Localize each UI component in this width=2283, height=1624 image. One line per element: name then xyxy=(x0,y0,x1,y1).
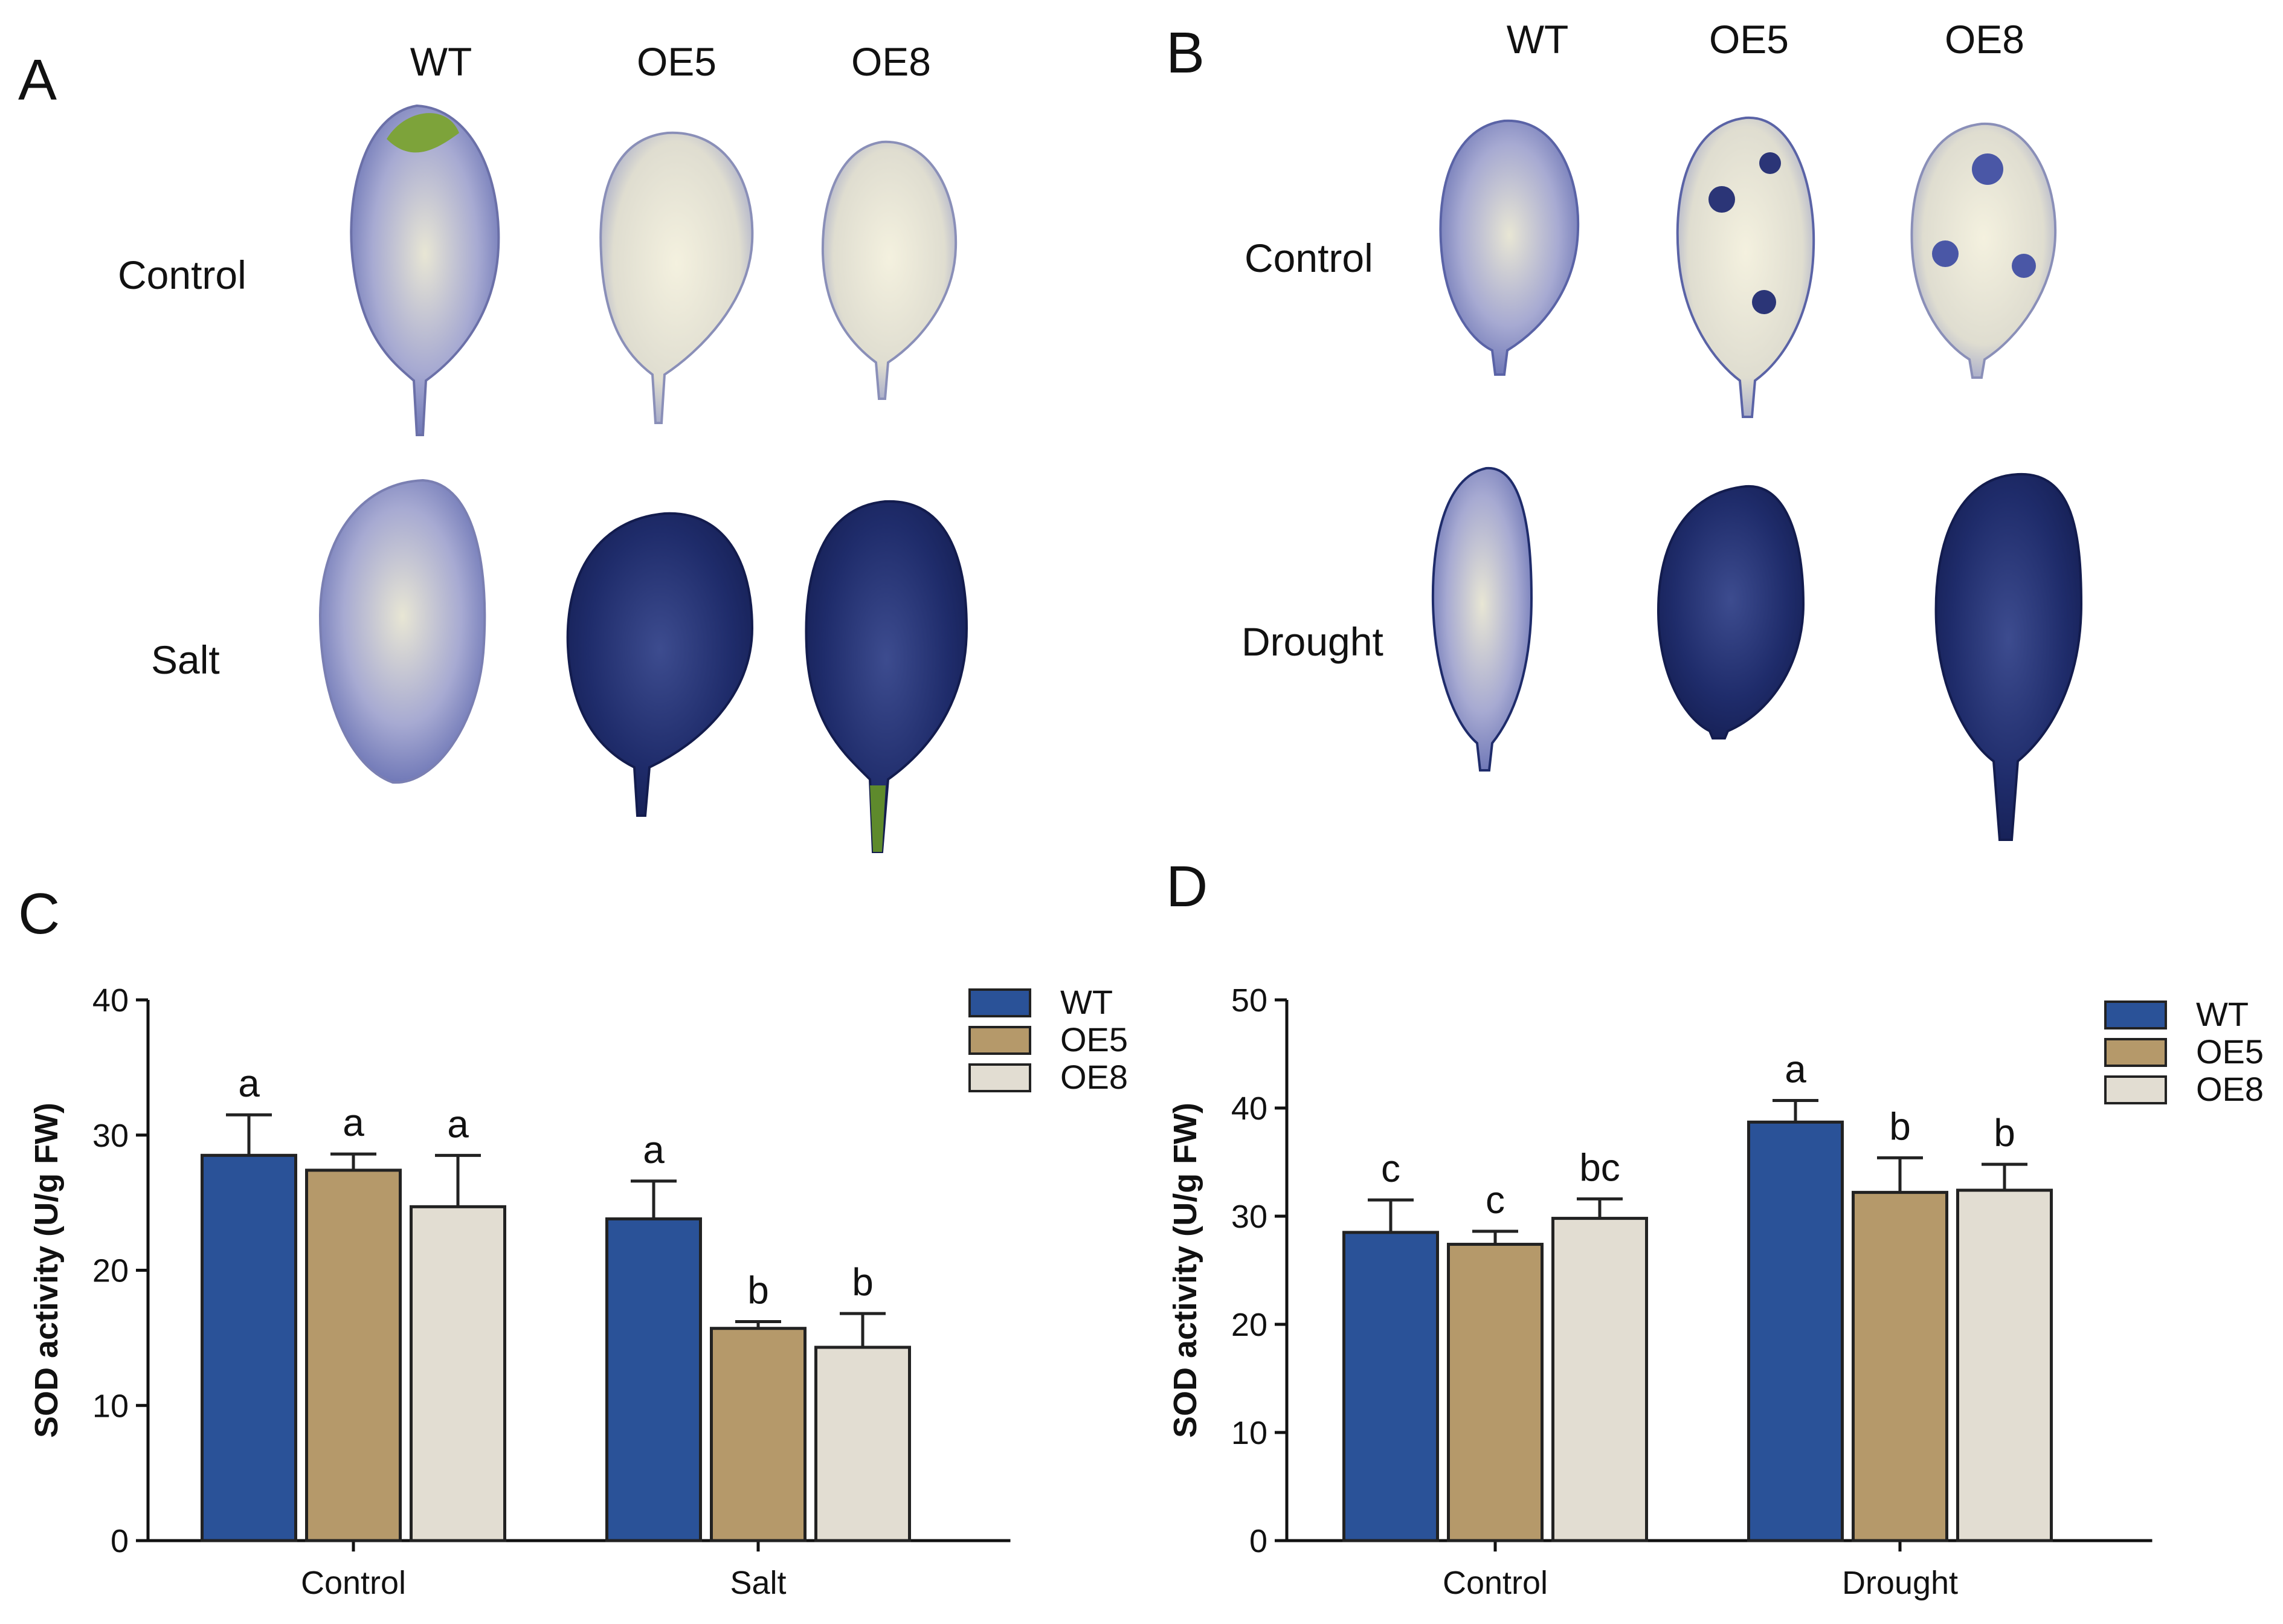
significance-letter: b xyxy=(1994,1111,2015,1155)
y-tick-label: 50 xyxy=(1231,982,1267,1019)
leaf-image xyxy=(1657,485,1805,740)
leaf-image xyxy=(318,478,486,784)
bar xyxy=(305,1168,402,1542)
panel-b-col-oe8: OE8 xyxy=(1945,17,2024,62)
bar xyxy=(1447,1243,1544,1542)
bar xyxy=(201,1153,297,1542)
bar xyxy=(1551,1217,1648,1542)
leaf-image xyxy=(1910,122,2057,379)
legend-label: WT xyxy=(1060,983,1113,1021)
panel-b-row-drought: Drought xyxy=(1241,619,1383,664)
panel-a-row-salt: Salt xyxy=(151,637,220,682)
panel-a-col-oe5: OE5 xyxy=(637,39,716,84)
significance-letter: a xyxy=(343,1101,364,1144)
y-tick-label: 10 xyxy=(92,1388,129,1424)
leaf-image xyxy=(566,512,754,817)
leaf-image xyxy=(1934,472,2083,841)
leaf-image xyxy=(821,140,958,400)
legend-label: OE5 xyxy=(1060,1020,1128,1058)
y-tick-label: 20 xyxy=(92,1253,129,1289)
leaf-image xyxy=(1439,119,1580,376)
legend-swatch xyxy=(2104,1075,2167,1104)
significance-letter: a xyxy=(643,1128,665,1171)
panel-a-col-wt: WT xyxy=(410,39,472,84)
bar xyxy=(710,1327,807,1542)
y-axis-label: SOD activity (U/g FW) xyxy=(28,1103,65,1438)
bar xyxy=(1747,1120,1844,1542)
legend-label: OE8 xyxy=(1060,1058,1128,1096)
chart-c: C 0 10 20 30 40 SOD activity (U/g FW) Control a… xyxy=(18,881,1128,1601)
significance-letter: b xyxy=(747,1269,769,1312)
significance-letter: a xyxy=(1785,1047,1806,1091)
panel-a-row-control: Control xyxy=(118,253,246,297)
leaf-image xyxy=(805,500,968,853)
x-tick-label: Drought xyxy=(1842,1565,1958,1601)
leaf-image xyxy=(599,131,754,424)
bar xyxy=(410,1205,506,1542)
y-tick-label: 10 xyxy=(1231,1415,1267,1451)
panel-b: B WT OE5 OE8 Control Drought xyxy=(1166,17,2083,841)
x-tick-label: Control xyxy=(1443,1565,1548,1601)
legend-swatch xyxy=(2104,1038,2167,1067)
legend-swatch xyxy=(2104,1000,2167,1030)
y-tick-label: 30 xyxy=(92,1118,129,1154)
panel-b-row-control: Control xyxy=(1245,236,1373,280)
significance-letter: b xyxy=(1889,1104,1911,1148)
y-tick-label: 20 xyxy=(1231,1307,1267,1343)
bar xyxy=(1342,1231,1439,1542)
chart-d: D 0 10 20 30 40 50 SOD activity (U/g FW) Contro… xyxy=(1166,854,2264,1601)
leaf-image xyxy=(1431,466,1533,772)
panel-c-label: C xyxy=(18,881,60,946)
panel-b-col-oe5: OE5 xyxy=(1709,17,1789,62)
panel-a-label: A xyxy=(18,48,57,112)
bar xyxy=(1852,1191,1948,1542)
leaf-image xyxy=(1676,116,1815,418)
y-tick-label: 40 xyxy=(1231,1091,1267,1127)
panel-a: A WT OE5 OE8 Control Salt xyxy=(18,39,968,853)
y-axis-label: SOD activity (U/g FW) xyxy=(1167,1103,1203,1438)
legend-label: OE8 xyxy=(2196,1070,2264,1108)
significance-letter: bc xyxy=(1579,1146,1620,1189)
legend-label: OE5 xyxy=(2196,1033,2264,1071)
significance-letter: c xyxy=(1486,1178,1505,1222)
significance-letter: a xyxy=(447,1102,469,1146)
panel-d-label: D xyxy=(1166,854,1208,919)
legend-swatch xyxy=(968,1026,1031,1055)
bar xyxy=(1956,1188,2053,1542)
panel-b-col-wt: WT xyxy=(1507,17,1569,62)
panel-b-label: B xyxy=(1166,21,1205,85)
y-tick-label: 30 xyxy=(1231,1199,1267,1235)
bar xyxy=(605,1217,702,1542)
legend-label: WT xyxy=(2196,995,2249,1033)
significance-letter: a xyxy=(238,1062,260,1105)
significance-letter: b xyxy=(852,1260,874,1304)
y-tick-label: 40 xyxy=(92,982,129,1019)
legend-swatch xyxy=(968,988,1031,1017)
x-tick-label: Salt xyxy=(730,1565,786,1601)
panel-a-col-oe8: OE8 xyxy=(851,39,931,84)
y-tick-label: 0 xyxy=(111,1523,129,1559)
x-tick-label: Control xyxy=(301,1565,406,1601)
bar xyxy=(814,1345,911,1542)
legend-swatch xyxy=(968,1063,1031,1092)
leaf-image xyxy=(350,104,500,436)
y-tick-label: 0 xyxy=(1249,1523,1267,1559)
significance-letter: c xyxy=(1381,1147,1400,1190)
